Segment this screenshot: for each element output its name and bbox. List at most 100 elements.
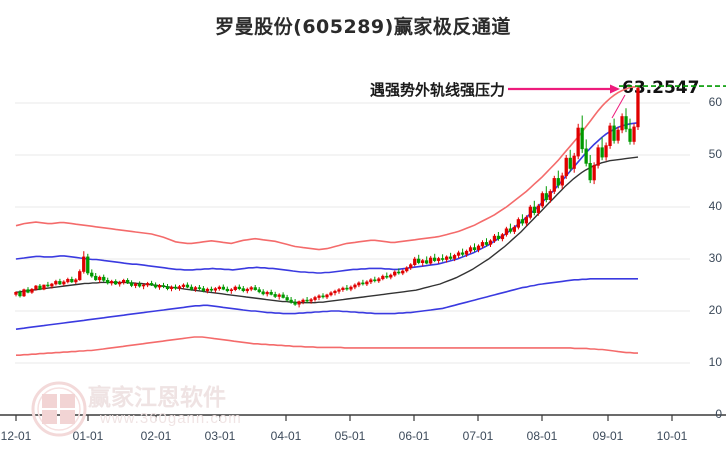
candle-body: [608, 125, 612, 147]
band-line: [15, 278, 638, 330]
brand-seal-icon: [31, 381, 87, 437]
candle-body: [600, 147, 604, 158]
candle-body: [62, 281, 66, 285]
candle-body: [213, 288, 218, 291]
candle-body: [114, 281, 118, 285]
candle-body: [26, 289, 30, 293]
candle-body: [325, 294, 329, 298]
candle-body: [141, 284, 146, 287]
candle-body: [14, 291, 18, 295]
candle-body: [624, 116, 628, 130]
candle-body: [413, 258, 417, 265]
candle-body: [389, 274, 393, 278]
y-axis-label: 40: [708, 199, 722, 213]
candle-body: [548, 191, 552, 200]
candle-body: [532, 206, 537, 213]
candle-body: [436, 258, 441, 261]
candle-body: [424, 260, 429, 264]
x-axis-label: 02-01: [140, 429, 172, 443]
candle-body: [281, 294, 285, 298]
x-axis-label: 07-01: [462, 429, 494, 443]
candle-body: [564, 157, 568, 177]
candle-body: [273, 294, 277, 297]
candle-body: [488, 240, 493, 245]
candle-body: [492, 235, 497, 242]
candle-body: [528, 206, 533, 218]
candle-body: [636, 88, 640, 128]
candle-body: [74, 279, 78, 283]
candle-body: [496, 235, 501, 240]
candle-body: [106, 279, 110, 284]
candle-body: [568, 157, 572, 169]
candle-body: [38, 285, 42, 290]
candle-body: [42, 284, 46, 290]
candle-body: [289, 299, 293, 303]
candle-body: [209, 288, 214, 291]
candle-body: [257, 289, 261, 293]
candle-body: [480, 242, 485, 247]
candle-body: [197, 287, 202, 289]
candle-body: [233, 286, 237, 291]
candle-body: [118, 282, 122, 285]
candle-body: [397, 271, 401, 274]
candle-body: [572, 155, 576, 169]
candle-body: [301, 299, 305, 303]
candle-body: [153, 284, 158, 288]
candle-body: [169, 286, 174, 290]
candle-body: [50, 283, 54, 287]
watermark-brand: 赢家江恩软件: [88, 385, 226, 411]
x-axis-label: 06-01: [398, 429, 430, 443]
candle-body: [98, 276, 102, 281]
candle-body: [293, 301, 297, 305]
candle-body: [620, 116, 624, 131]
candle-body: [484, 242, 489, 245]
candle-body: [353, 284, 357, 288]
candle-body: [86, 256, 90, 274]
candle-body: [628, 128, 632, 142]
candle-body: [560, 175, 564, 186]
annotation-leader-line: [611, 94, 626, 119]
y-axis-label: 60: [708, 95, 722, 109]
candle-body: [189, 286, 194, 290]
candle-body: [269, 291, 273, 295]
candle-body: [66, 278, 70, 283]
candle-body: [584, 148, 588, 164]
candle-body: [18, 291, 22, 297]
candle-body: [401, 270, 405, 274]
candle-body: [393, 271, 397, 276]
candle-body: [201, 288, 206, 292]
candle-body: [588, 163, 592, 181]
candle-body: [110, 281, 114, 284]
candle-body: [512, 227, 517, 232]
candle-body: [225, 288, 230, 292]
candle-body: [476, 245, 481, 250]
candle-body: [604, 145, 608, 158]
candle-body: [508, 228, 513, 232]
candle-body: [193, 287, 198, 290]
watermark-url: www.360gann.com: [100, 410, 242, 427]
candle-body: [277, 294, 281, 297]
candle-body: [520, 219, 525, 224]
candle-body: [385, 275, 389, 278]
x-axis-label: 04-01: [270, 429, 302, 443]
y-axis-label: 0: [715, 407, 722, 421]
candle-body: [452, 255, 457, 259]
candle-body: [580, 127, 584, 150]
candle-body: [612, 125, 616, 141]
candle-body: [456, 252, 461, 256]
candle-body: [46, 284, 50, 287]
x-axis-label: 09-01: [592, 429, 624, 443]
candle-body: [30, 288, 34, 293]
candle-body: [261, 291, 265, 295]
candle-body: [134, 283, 138, 286]
annotation-arrow-head: [610, 84, 620, 94]
candle-body: [361, 282, 365, 285]
annotation-value: 63.2547: [622, 78, 700, 98]
candle-body: [321, 295, 325, 298]
candle-body: [241, 288, 245, 292]
candle-body: [596, 147, 600, 166]
candle-body: [444, 256, 449, 260]
candle-body: [149, 283, 154, 286]
candle-body: [22, 289, 26, 297]
